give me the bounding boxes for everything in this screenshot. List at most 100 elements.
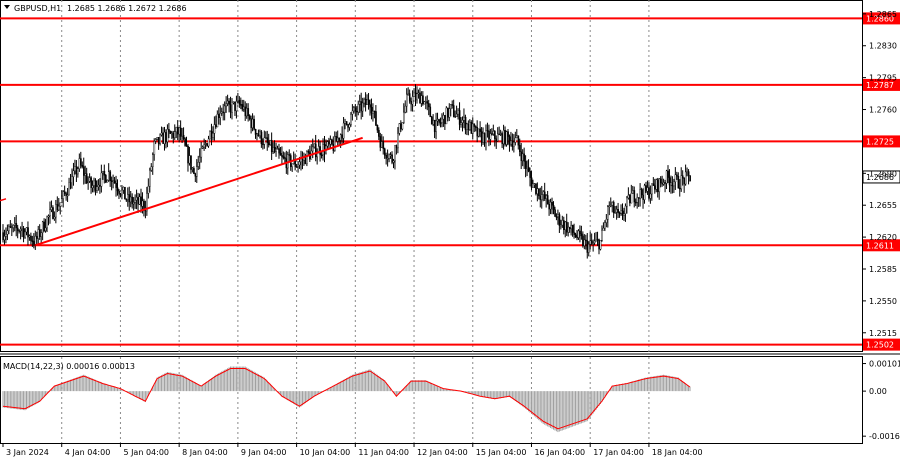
- candle-body: [56, 204, 59, 211]
- candle-body: [411, 96, 414, 105]
- candle-body: [216, 114, 219, 128]
- candle-body: [480, 131, 483, 143]
- candle-body: [626, 197, 628, 207]
- candle-body: [513, 142, 515, 147]
- candle-body: [485, 130, 487, 144]
- candle-body: [182, 134, 185, 139]
- time-axis: 3 Jan 2024 4 Jan 04:00 5 Jan 04:00 8 Jan 04…: [2, 443, 703, 457]
- candle-body: [273, 147, 276, 152]
- candle-body: [408, 93, 411, 102]
- candle-body: [152, 154, 154, 167]
- candle-body: [472, 123, 474, 134]
- candle-body: [260, 131, 263, 145]
- candle-body: [403, 111, 405, 123]
- candle-body: [516, 135, 518, 139]
- candle-body: [207, 138, 210, 147]
- candle-body: [18, 230, 21, 232]
- candle-body: [385, 154, 388, 159]
- candle-body: [15, 223, 18, 229]
- candle-body: [495, 138, 498, 142]
- candle-body: [337, 137, 339, 142]
- candle-body: [298, 161, 301, 166]
- candle-body: [87, 181, 90, 184]
- x-tick-label: 12 Jan 04:00: [417, 448, 468, 457]
- candle-body: [535, 183, 537, 194]
- candle-body: [417, 92, 420, 95]
- candle-body: [342, 122, 345, 139]
- candle-body: [80, 158, 82, 166]
- candle-body: [326, 141, 329, 147]
- candle-body: [5, 234, 7, 237]
- candle-body: [661, 182, 664, 185]
- candle-body: [93, 180, 95, 186]
- candle-body: [63, 191, 66, 194]
- candle-body: [573, 232, 575, 235]
- candle-body: [532, 183, 534, 188]
- candle-body: [464, 116, 467, 130]
- candle-body: [9, 226, 12, 228]
- candle-body: [538, 188, 540, 197]
- candle-body: [447, 107, 449, 118]
- candle-body: [206, 143, 208, 147]
- candle-body: [422, 95, 424, 105]
- candle-body: [210, 131, 213, 138]
- candle-body: [62, 191, 65, 199]
- trendline-layer: [0, 136, 363, 247]
- candle-body: [601, 230, 603, 241]
- candle-body: [109, 171, 112, 181]
- candle-body: [132, 202, 135, 205]
- candle-body: [345, 121, 348, 125]
- candle-body: [580, 233, 583, 237]
- candle-body: [81, 165, 84, 167]
- candle-body: [24, 231, 26, 238]
- candle-body: [668, 177, 671, 186]
- candle-body: [49, 209, 51, 216]
- candle-body: [419, 92, 421, 104]
- candle-body: [589, 240, 592, 245]
- candle-body: [301, 158, 304, 161]
- candle-body: [168, 129, 170, 132]
- candle-body: [610, 204, 612, 207]
- candle-body: [103, 170, 106, 176]
- candle-body: [176, 127, 179, 135]
- candle-body: [452, 105, 455, 117]
- level-price-label: 1.2611: [866, 241, 894, 250]
- candle-body: [501, 133, 504, 145]
- candle-body: [33, 241, 35, 245]
- trendline[interactable]: [34, 136, 363, 247]
- candle-body: [543, 191, 546, 199]
- candle-body: [125, 198, 128, 201]
- candle-body: [457, 110, 459, 115]
- candle-body: [548, 204, 550, 210]
- candle-body: [664, 182, 666, 184]
- candle-body: [153, 141, 156, 155]
- candle-body: [482, 133, 484, 143]
- candle-body: [474, 126, 477, 128]
- candle-body: [523, 153, 526, 162]
- candlestick-series: [2, 84, 691, 259]
- candle-body: [41, 221, 44, 233]
- candle-body: [367, 99, 370, 105]
- y-tick-label: 1.2550: [869, 297, 897, 306]
- level-price-tag: [863, 135, 900, 148]
- candle-body: [658, 178, 661, 192]
- candle-body: [583, 239, 586, 246]
- candle-body: [71, 176, 73, 189]
- collapse-triangle-icon[interactable]: [4, 5, 10, 9]
- candle-body: [655, 179, 658, 190]
- candle-body: [373, 110, 376, 113]
- candle-body: [673, 181, 675, 187]
- candle-body: [115, 183, 117, 188]
- candle-body: [270, 140, 273, 153]
- candle-body: [69, 182, 72, 189]
- candle-body: [257, 133, 260, 137]
- candle-body: [630, 193, 633, 204]
- candle-body: [470, 122, 473, 134]
- macd-label: MACD(14,22,3) 0.00016 0.00013: [3, 362, 135, 371]
- candle-body: [232, 101, 235, 104]
- candle-body: [278, 148, 280, 154]
- candle-body: [463, 116, 465, 121]
- candle-body: [354, 107, 357, 112]
- candle-body: [58, 205, 60, 211]
- candle-body: [223, 105, 226, 113]
